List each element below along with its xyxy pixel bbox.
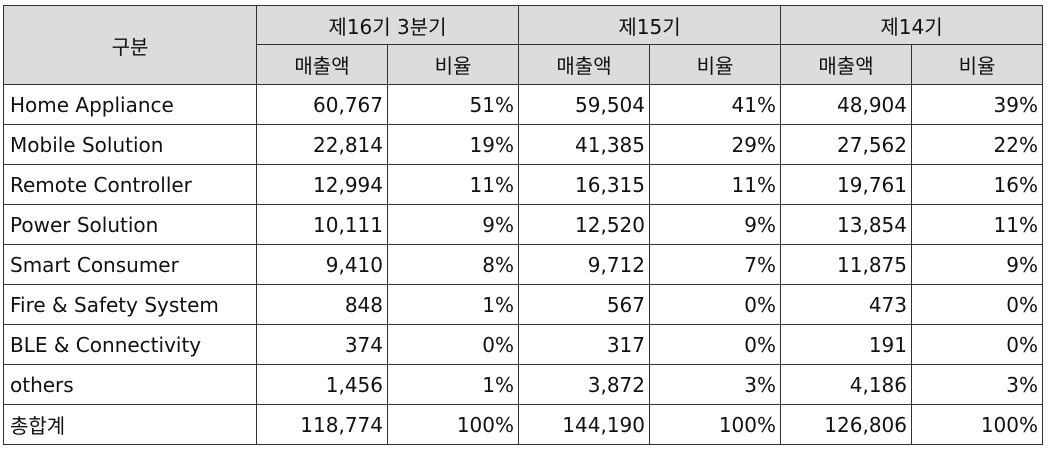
- table-row: Fire & Safety System 848 1% 567 0% 473 0%: [3, 284, 1043, 325]
- period-header: 제14기: [780, 5, 1043, 45]
- sales-cell: 473: [780, 284, 912, 325]
- table-row: Power Solution 10,111 9% 12,520 9% 13,854 11%: [3, 204, 1043, 245]
- ratio-cell: 29%: [649, 124, 781, 165]
- row-label: Remote Controller: [3, 164, 257, 205]
- sales-cell: 10,111: [256, 204, 388, 245]
- ratio-cell: 9%: [387, 204, 519, 245]
- sales-cell: 16,315: [518, 164, 650, 205]
- sub-header: 매출액: [256, 44, 388, 85]
- sales-cell: 317: [518, 324, 650, 365]
- row-label: 총합계: [3, 404, 257, 445]
- period-header: 제15기: [518, 5, 781, 45]
- row-label: Home Appliance: [3, 84, 257, 125]
- row-label: Smart Consumer: [3, 244, 257, 285]
- ratio-cell: 11%: [911, 204, 1043, 245]
- sales-cell: 59,504: [518, 84, 650, 125]
- sales-cell: 60,767: [256, 84, 388, 125]
- sales-cell: 567: [518, 284, 650, 325]
- sales-table-container: 구분 제16기 3분기 제15기 제14기 매출액 비율 매출액 비율 매출액 …: [3, 5, 1043, 445]
- ratio-cell: 51%: [387, 84, 519, 125]
- table-row: BLE & Connectivity 374 0% 317 0% 191 0%: [3, 324, 1043, 365]
- ratio-cell: 100%: [649, 404, 781, 445]
- ratio-cell: 8%: [387, 244, 519, 285]
- sub-header: 비율: [911, 44, 1043, 85]
- sub-header: 매출액: [518, 44, 650, 85]
- sales-cell: 12,994: [256, 164, 388, 205]
- ratio-cell: 1%: [387, 364, 519, 405]
- sales-cell: 19,761: [780, 164, 912, 205]
- ratio-cell: 9%: [911, 244, 1043, 285]
- period-header: 제16기 3분기: [256, 5, 519, 45]
- table-body: Home Appliance 60,767 51% 59,504 41% 48,904 39…: [3, 84, 1043, 445]
- ratio-cell: 100%: [387, 404, 519, 445]
- ratio-cell: 1%: [387, 284, 519, 325]
- row-label: Fire & Safety System: [3, 284, 257, 325]
- sub-header: 매출액: [780, 44, 912, 85]
- ratio-cell: 22%: [911, 124, 1043, 165]
- sales-cell: 9,410: [256, 244, 388, 285]
- ratio-cell: 39%: [911, 84, 1043, 125]
- sales-cell: 3,872: [518, 364, 650, 405]
- sales-cell: 13,854: [780, 204, 912, 245]
- header-row-metrics: 매출액 비율 매출액 비율 매출액 비율: [4, 44, 1043, 85]
- sales-cell: 48,904: [780, 84, 912, 125]
- ratio-cell: 0%: [387, 324, 519, 365]
- sales-cell: 27,562: [780, 124, 912, 165]
- sales-cell: 144,190: [518, 404, 650, 445]
- ratio-cell: 9%: [649, 204, 781, 245]
- sub-header: 비율: [387, 44, 519, 85]
- ratio-cell: 3%: [911, 364, 1043, 405]
- ratio-cell: 11%: [649, 164, 781, 205]
- table-row: Home Appliance 60,767 51% 59,504 41% 48,904 39…: [3, 84, 1043, 125]
- sales-table: 구분 제16기 3분기 제15기 제14기 매출액 비율 매출액 비율 매출액 …: [3, 5, 1043, 445]
- row-label: others: [3, 364, 257, 405]
- header-row-periods: 구분 제16기 3분기 제15기 제14기: [3, 5, 1043, 85]
- sales-cell: 126,806: [780, 404, 912, 445]
- table-row: 총합계 118,774 100% 144,190 100% 126,806 100%: [3, 404, 1043, 445]
- ratio-cell: 3%: [649, 364, 781, 405]
- corner-header: 구분: [3, 5, 257, 85]
- row-label: Power Solution: [3, 204, 257, 245]
- table-row: Smart Consumer 9,410 8% 9,712 7% 11,875 9%: [3, 244, 1043, 285]
- ratio-cell: 0%: [911, 324, 1043, 365]
- ratio-cell: 0%: [911, 284, 1043, 325]
- sales-cell: 1,456: [256, 364, 388, 405]
- sales-cell: 11,875: [780, 244, 912, 285]
- row-label: Mobile Solution: [3, 124, 257, 165]
- sales-cell: 848: [256, 284, 388, 325]
- sales-cell: 374: [256, 324, 388, 365]
- sales-cell: 9,712: [518, 244, 650, 285]
- ratio-cell: 0%: [649, 284, 781, 325]
- sales-cell: 118,774: [256, 404, 388, 445]
- table-row: Mobile Solution 22,814 19% 41,385 29% 27,562 2…: [3, 124, 1043, 165]
- sales-cell: 4,186: [780, 364, 912, 405]
- ratio-cell: 0%: [649, 324, 781, 365]
- ratio-cell: 11%: [387, 164, 519, 205]
- sales-cell: 191: [780, 324, 912, 365]
- sub-header: 비율: [649, 44, 781, 85]
- table-row: Remote Controller 12,994 11% 16,315 11% 19,76…: [3, 164, 1043, 205]
- ratio-cell: 100%: [911, 404, 1043, 445]
- row-label: BLE & Connectivity: [3, 324, 257, 365]
- sales-cell: 41,385: [518, 124, 650, 165]
- ratio-cell: 41%: [649, 84, 781, 125]
- sales-cell: 22,814: [256, 124, 388, 165]
- table-row: others 1,456 1% 3,872 3% 4,186 3%: [3, 364, 1043, 405]
- sales-cell: 12,520: [518, 204, 650, 245]
- ratio-cell: 16%: [911, 164, 1043, 205]
- ratio-cell: 7%: [649, 244, 781, 285]
- ratio-cell: 19%: [387, 124, 519, 165]
